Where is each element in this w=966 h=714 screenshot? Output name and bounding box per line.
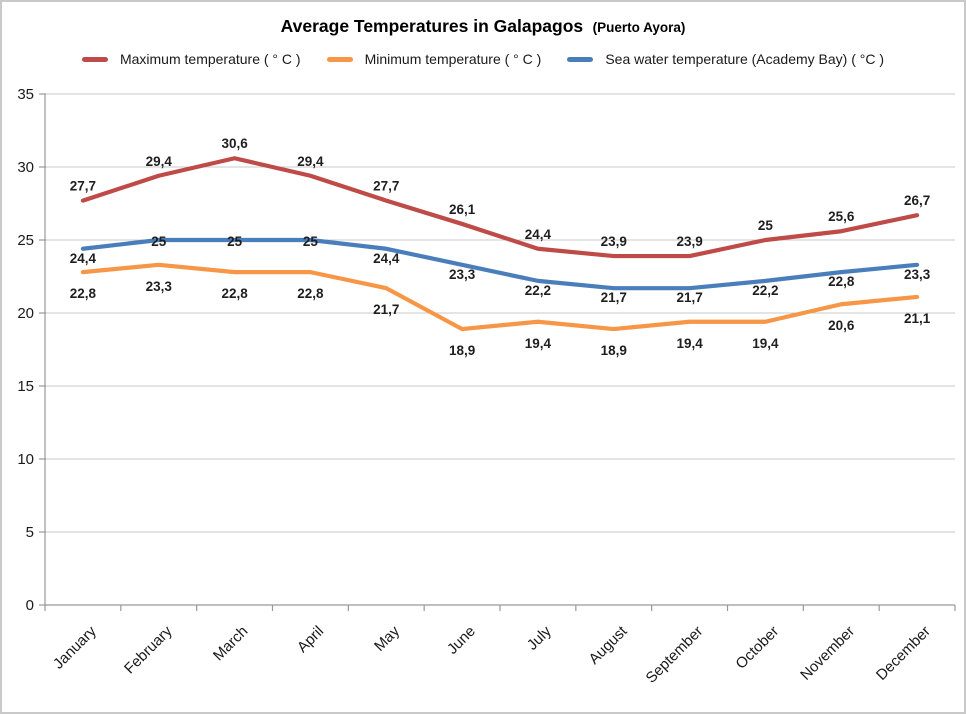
series-line-maximum-temperature — [80, 156, 920, 259]
legend-item-maximum-temperature: Maximum temperature ( ° C ) — [81, 51, 301, 67]
x-axis-label-october: October — [732, 623, 782, 673]
data-label-maximum-temperature-march: 30,6 — [221, 136, 248, 151]
data-label-maximum-temperature-august: 23,9 — [601, 234, 627, 249]
data-label-minimum-temperature-july: 19,4 — [525, 336, 552, 351]
data-label-sea-water-temperature-november: 22,8 — [828, 274, 855, 289]
series-line-sea-water-temperature — [80, 237, 920, 291]
data-label-sea-water-temperature-july: 22,2 — [525, 283, 551, 298]
data-label-minimum-temperature-august: 18,9 — [601, 343, 627, 358]
legend-label-maximum-temperature: Maximum temperature ( ° C ) — [119, 51, 301, 67]
x-axis-label-september: September — [643, 623, 707, 687]
x-axis-label-december: December — [873, 623, 934, 684]
data-label-sea-water-temperature-august: 21,7 — [601, 290, 627, 305]
data-label-minimum-temperature-september: 19,4 — [676, 336, 703, 351]
legend-label-minimum-temperature: Minimum temperature ( ° C ) — [364, 51, 542, 67]
data-label-minimum-temperature-january: 22,8 — [70, 286, 97, 301]
y-axis-label: 25 — [17, 232, 34, 249]
data-label-maximum-temperature-may: 27,7 — [373, 179, 399, 194]
data-label-sea-water-temperature-september: 21,7 — [676, 290, 702, 305]
chart-legend: Maximum temperature ( ° C ) Minimum temp… — [2, 51, 964, 67]
data-label-maximum-temperature-february: 29,4 — [146, 154, 173, 169]
x-axis-label-january: January — [50, 622, 100, 672]
y-axis-label: 35 — [17, 86, 34, 103]
data-label-sea-water-temperature-april: 25 — [303, 234, 319, 249]
x-axis-label-july: July — [524, 622, 555, 653]
chart-title-suffix: (Puerto Ayora) — [592, 20, 686, 35]
y-axis-label: 15 — [17, 378, 34, 395]
data-label-sea-water-temperature-october: 22,2 — [752, 283, 778, 298]
data-label-sea-water-temperature-february: 25 — [151, 234, 167, 249]
data-label-sea-water-temperature-december: 23,3 — [904, 267, 931, 282]
chart-title-main: Average Temperatures in Galapagos — [280, 16, 584, 36]
data-label-minimum-temperature-february: 23,3 — [146, 279, 173, 294]
x-axis-label-february: February — [121, 622, 176, 677]
data-label-minimum-temperature-june: 18,9 — [449, 343, 475, 358]
x-axis-label-may: May — [371, 622, 403, 654]
y-axis-label: 5 — [26, 524, 34, 541]
data-label-sea-water-temperature-june: 23,3 — [449, 267, 476, 282]
data-label-maximum-temperature-october: 25 — [758, 218, 774, 233]
legend-item-minimum-temperature: Minimum temperature ( ° C ) — [326, 51, 542, 67]
x-axis-label-march: March — [210, 623, 251, 664]
chart-title: Average Temperatures in Galapagos (Puert… — [2, 16, 964, 37]
legend-swatch-sea-water-temperature — [567, 56, 594, 62]
x-axis-label-april: April — [294, 623, 327, 656]
data-label-maximum-temperature-september: 23,9 — [676, 234, 702, 249]
legend-label-sea-water-temperature: Sea water temperature (Academy Bay) ( °C… — [605, 51, 885, 67]
data-label-maximum-temperature-december: 26,7 — [904, 193, 930, 208]
data-label-maximum-temperature-january: 27,7 — [70, 179, 96, 194]
data-label-minimum-temperature-november: 20,6 — [828, 318, 855, 333]
data-label-maximum-temperature-june: 26,1 — [449, 202, 476, 217]
legend-swatch-maximum-temperature — [81, 56, 108, 62]
data-label-sea-water-temperature-january: 24,4 — [70, 251, 97, 266]
y-axis-label: 30 — [17, 159, 34, 176]
data-label-sea-water-temperature-may: 24,4 — [373, 251, 400, 266]
x-axis-label-june: June — [444, 623, 479, 658]
data-label-minimum-temperature-october: 19,4 — [752, 336, 779, 351]
legend-item-sea-water-temperature: Sea water temperature (Academy Bay) ( °C… — [567, 51, 884, 67]
legend-swatch-minimum-temperature — [326, 56, 353, 62]
data-label-minimum-temperature-december: 21,1 — [904, 311, 931, 326]
data-label-minimum-temperature-may: 21,7 — [373, 302, 399, 317]
data-label-maximum-temperature-april: 29,4 — [297, 154, 324, 169]
data-label-sea-water-temperature-march: 25 — [227, 234, 243, 249]
data-label-maximum-temperature-november: 25,6 — [828, 209, 855, 224]
data-label-minimum-temperature-april: 22,8 — [297, 286, 324, 301]
data-label-maximum-temperature-july: 24,4 — [525, 227, 552, 242]
x-axis-label-august: August — [586, 622, 632, 668]
y-axis-label: 10 — [17, 451, 34, 468]
y-axis-label: 0 — [26, 597, 34, 614]
y-axis-label: 20 — [17, 305, 34, 322]
data-label-minimum-temperature-march: 22,8 — [221, 286, 248, 301]
x-axis-label-november: November — [797, 623, 858, 684]
series-line-minimum-temperature — [80, 262, 920, 332]
